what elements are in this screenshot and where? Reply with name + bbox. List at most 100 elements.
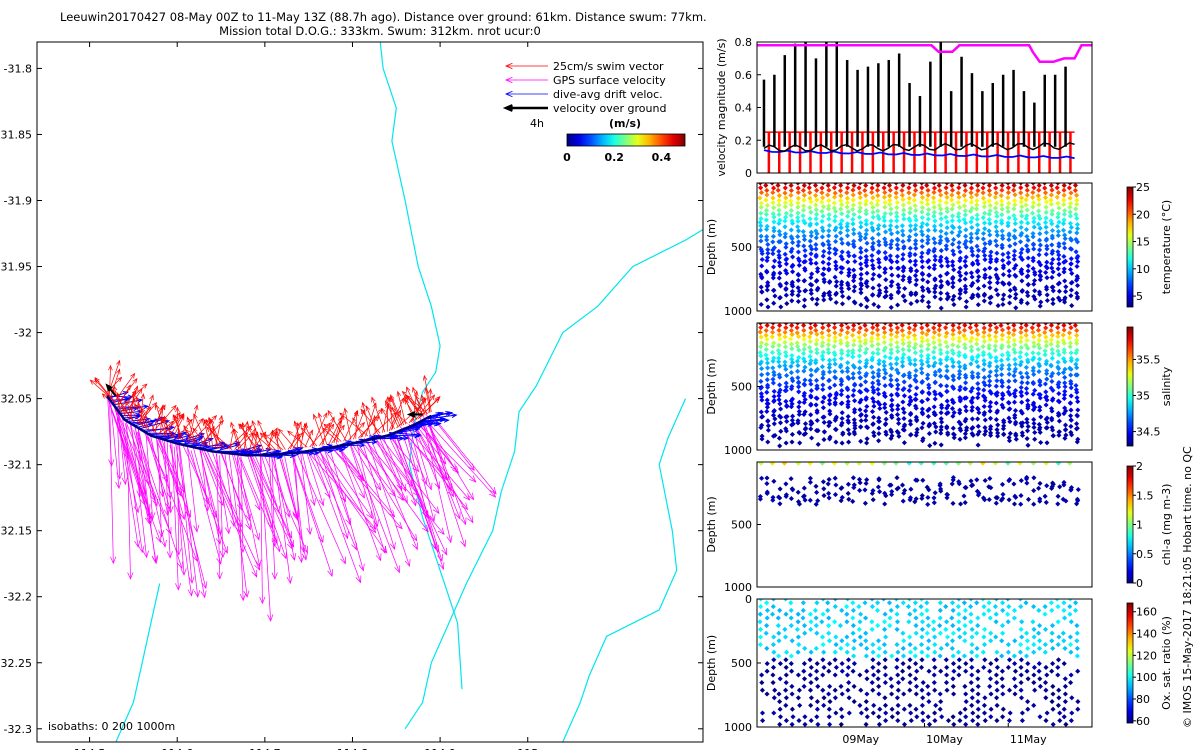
profile-point <box>813 260 819 266</box>
profile-point <box>784 301 790 307</box>
profile-point <box>759 394 765 400</box>
profile-point <box>900 668 906 674</box>
profile-point <box>932 379 938 385</box>
profile-point <box>758 385 764 391</box>
profile-point <box>863 198 869 204</box>
profile-point <box>887 201 893 207</box>
profile-point <box>962 484 968 491</box>
profile-point <box>912 226 918 232</box>
profile-point <box>883 277 889 283</box>
profile-point <box>790 487 796 493</box>
profile-point <box>813 645 819 651</box>
profile-point <box>980 462 986 466</box>
profile-point <box>982 382 988 388</box>
gps-vector <box>349 440 382 491</box>
profile-point <box>795 185 801 191</box>
profile-point <box>783 718 789 724</box>
profile-point <box>980 236 986 242</box>
profile-point <box>795 634 801 640</box>
profile-point <box>1007 293 1013 300</box>
profile-point <box>981 298 987 304</box>
profile-point <box>776 212 782 218</box>
profile-point <box>994 664 1000 670</box>
profile-point <box>869 330 875 336</box>
profile-point <box>1005 649 1011 655</box>
profile-point <box>1037 231 1043 237</box>
profile-point <box>919 702 925 708</box>
profile-point <box>857 375 864 381</box>
profile-point <box>801 278 807 284</box>
profile-point <box>812 323 818 328</box>
profile-point <box>777 443 783 449</box>
profile-point <box>963 336 969 342</box>
profile-point <box>819 343 825 349</box>
profile-point <box>968 199 975 205</box>
profile-point <box>870 265 876 271</box>
profile-point <box>970 718 976 724</box>
profile-point <box>759 475 765 481</box>
profile-point <box>870 285 876 291</box>
profile-point <box>826 615 832 621</box>
gps-vector <box>178 442 195 584</box>
profile-point <box>771 649 777 655</box>
gps-vector <box>224 453 237 528</box>
profile-point <box>938 424 944 430</box>
profile-point <box>770 325 776 331</box>
profile-point <box>757 493 763 500</box>
profile-point <box>894 626 900 632</box>
gps-vector <box>159 437 173 500</box>
profile-point <box>808 199 814 205</box>
profile-point <box>808 251 814 257</box>
profile-point <box>758 334 764 340</box>
profile-point <box>1068 417 1074 423</box>
profile-point <box>988 661 994 667</box>
profile-point <box>858 290 864 296</box>
profile-point <box>894 199 900 206</box>
profile-point <box>826 332 832 338</box>
y-tick-label: -31.9 <box>4 194 32 207</box>
profile-point <box>844 642 850 648</box>
profile-point <box>826 323 832 329</box>
profile-point <box>1025 268 1031 274</box>
profile-point <box>1023 332 1029 338</box>
swim-vector <box>138 402 158 425</box>
profile-point <box>894 205 900 211</box>
profile-point <box>911 345 918 351</box>
profile-point <box>1075 399 1081 405</box>
profile-point <box>796 687 802 693</box>
profile-point <box>963 380 969 386</box>
profile-point <box>994 718 1000 724</box>
drift-vector <box>421 417 447 423</box>
swim-vector <box>239 423 257 452</box>
profile-point <box>907 611 913 617</box>
profile-point <box>864 440 870 446</box>
profile-point <box>1006 438 1013 444</box>
profile-point <box>1007 391 1013 397</box>
gps-vector <box>362 442 396 550</box>
profile-point <box>981 403 987 410</box>
profile-point <box>838 337 844 344</box>
profile-point <box>838 706 844 712</box>
profile-point <box>1068 393 1074 399</box>
profile-point <box>1037 429 1043 435</box>
profile-point <box>981 361 987 367</box>
profile-point <box>925 396 931 402</box>
profile-point <box>789 691 795 697</box>
swim-vector <box>140 407 157 434</box>
profile-point <box>1006 237 1012 243</box>
profile-point <box>1030 329 1036 335</box>
profile-point <box>759 397 765 403</box>
profile-point <box>858 266 864 272</box>
profile-point <box>784 418 790 424</box>
swim-vector <box>190 414 218 443</box>
profile-point <box>1075 487 1081 493</box>
profile-point <box>850 630 856 636</box>
profile-point <box>1050 256 1056 262</box>
swim-vector <box>127 385 139 418</box>
profile-point <box>864 283 870 289</box>
gps-vector <box>292 454 307 553</box>
profile-point <box>883 229 889 235</box>
